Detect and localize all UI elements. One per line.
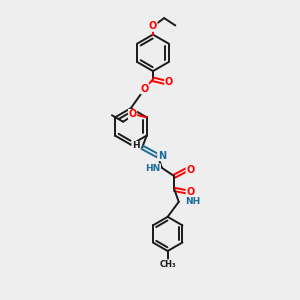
Text: HN: HN (145, 164, 160, 173)
Text: O: O (186, 165, 194, 175)
Text: O: O (141, 84, 149, 94)
Text: O: O (165, 77, 173, 87)
Text: CH₃: CH₃ (159, 260, 176, 269)
Text: O: O (128, 110, 137, 119)
Text: N: N (158, 151, 166, 160)
Text: O: O (149, 21, 157, 31)
Text: NH: NH (185, 197, 200, 206)
Text: H: H (132, 141, 140, 150)
Text: O: O (186, 187, 194, 197)
